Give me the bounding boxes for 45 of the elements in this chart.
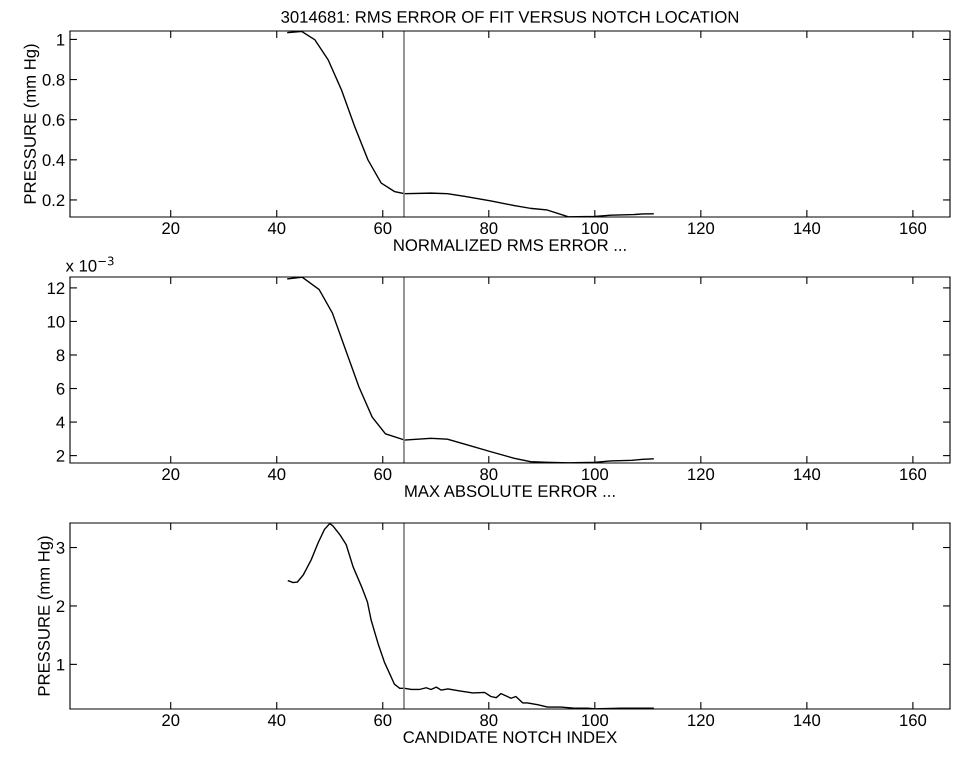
chart-title: 3014681: RMS ERROR OF FIT VERSUS NOTCH LOCATION — [281, 11, 738, 23]
y-tick-label: 2 — [56, 450, 64, 462]
y-tick-label: 10 — [48, 316, 64, 328]
y-axis-title: PRESSURE (mm Hg) — [38, 536, 54, 696]
y-tick-label: 6 — [56, 382, 64, 395]
x-tick-label: 20 — [162, 468, 180, 480]
x-tick-label: 160 — [900, 468, 926, 480]
y-tick-label: 2 — [56, 600, 64, 612]
y-tick-label: 0.4 — [42, 154, 65, 166]
y-tick-label: 1 — [57, 658, 64, 670]
text: x 10$^{−3}$ — [66, 256, 114, 272]
x-tick-label: 140 — [794, 222, 820, 234]
x-tick-label: 60 — [374, 468, 392, 480]
x-tick-label: 140 — [794, 468, 820, 480]
x-axis-title: CANDIDATE NOTCH INDEX — [404, 731, 617, 744]
y-axis-title: PRESSURE (mm Hg) — [24, 44, 40, 204]
x-tick-label: 160 — [900, 222, 926, 234]
x-tick-label: 20 — [162, 222, 180, 234]
y-tick-label: 0.6 — [42, 114, 64, 126]
x-tick-label: 60 — [374, 222, 392, 234]
y-tick-label: 12 — [48, 282, 64, 294]
x-tick-label: 60 — [374, 714, 392, 726]
x-tick-label: 120 — [688, 714, 714, 726]
x-tick-label: 100 — [582, 468, 608, 480]
x-tick-label: 160 — [900, 714, 926, 726]
x-axis-title: NORMALIZED RMS ERROR ... — [394, 239, 626, 252]
x-tick-label: 140 — [794, 714, 820, 726]
x-tick-label: 80 — [480, 468, 498, 480]
y-tick-label: 0.2 — [42, 194, 64, 206]
x-tick-label: 80 — [480, 714, 498, 726]
x-tick-label: 100 — [582, 714, 608, 726]
x-tick-label: 80 — [480, 222, 498, 234]
x-tick-label: 40 — [268, 468, 286, 480]
y-tick-label: 1 — [57, 34, 64, 46]
x-tick-label: 40 — [268, 222, 286, 234]
y-tick-label: 0.8 — [42, 74, 64, 86]
y-tick-label: 4 — [56, 416, 65, 428]
x-tick-label: 40 — [268, 714, 286, 726]
x-axis-title: MAX ABSOLUTE ERROR ... — [405, 485, 615, 498]
x-tick-label: 100 — [582, 222, 608, 234]
x-tick-label: 120 — [688, 222, 714, 234]
x-tick-label: 20 — [162, 714, 180, 726]
y-tick-label: 8 — [56, 349, 64, 362]
x-tick-label: 120 — [688, 468, 714, 480]
y-tick-label: 3 — [56, 542, 64, 554]
